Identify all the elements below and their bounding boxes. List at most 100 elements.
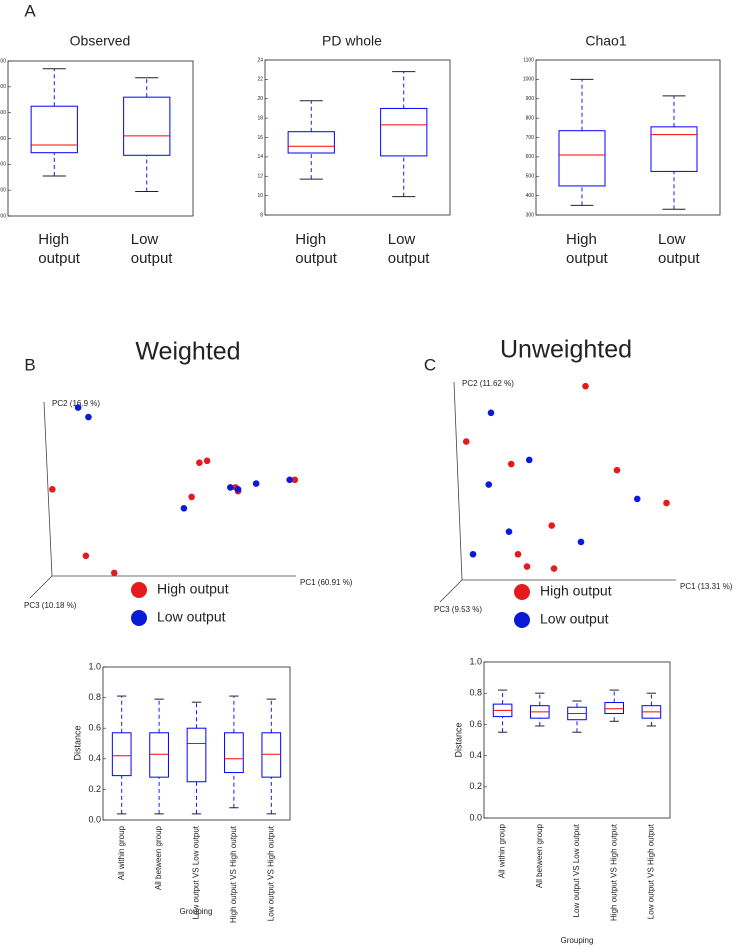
point (196, 459, 203, 467)
point (663, 499, 670, 507)
axis-pc3 (29, 575, 53, 599)
y-tick-label: 400 (526, 193, 535, 199)
point (469, 550, 477, 558)
y-tick-label: 22 (257, 77, 263, 83)
y-tick-label: 12 (257, 174, 263, 180)
point (582, 382, 589, 390)
box (604, 702, 625, 714)
point (85, 413, 92, 421)
y-tick-label: 300 (0, 162, 6, 168)
x-tick-label: High output (566, 231, 609, 267)
x-tick-label: Low output (131, 231, 174, 267)
y-tick-label: 16 (257, 135, 263, 141)
x-axis-label: PC1 (60.91 %) (300, 578, 353, 587)
x-tick-label: Low output VS Low output (572, 823, 581, 917)
box (186, 727, 207, 783)
legend-marker (131, 610, 147, 626)
point (462, 438, 470, 445)
point (227, 484, 234, 491)
x-tick-label: All within group (117, 825, 126, 880)
box (149, 732, 169, 778)
plot-frame (483, 661, 671, 819)
legend-label: High output (157, 581, 229, 597)
plot-frame (535, 59, 721, 216)
plot-frame (102, 666, 291, 821)
y-tick-label: 0.2 (469, 781, 482, 791)
point (286, 476, 293, 484)
y-tick-label: 700 (526, 135, 535, 141)
point (577, 538, 585, 546)
point (550, 565, 558, 572)
x-tick-label: Low output (658, 231, 701, 267)
x-tick-label: High output (38, 231, 81, 267)
x-tick-label: High output (295, 231, 338, 267)
point (234, 486, 242, 493)
y-tick-label: 1100 (523, 57, 534, 63)
y-tick-label: 0.8 (469, 688, 482, 698)
plot-frame (7, 60, 194, 217)
y-tick-label: 400 (0, 136, 6, 142)
axis-pc2 (453, 381, 463, 581)
box (224, 732, 244, 774)
box (650, 126, 698, 172)
box (558, 130, 606, 187)
y-tick-label: 14 (257, 154, 263, 160)
z-axis-label: PC3 (9.53 %) (434, 605, 482, 614)
point (188, 493, 195, 501)
panel-label: C (424, 355, 436, 374)
y-tick-label: 200 (0, 187, 6, 193)
y-tick-label: 20 (257, 96, 263, 102)
x-tick-label: All between group (535, 823, 544, 888)
legend-label: High output (540, 583, 612, 599)
point (507, 460, 515, 468)
x-tick-label: High output VS High output (609, 823, 618, 921)
point (252, 480, 260, 487)
panel-label: B (24, 355, 35, 374)
point (291, 476, 299, 484)
x-axis-label: Grouping (180, 907, 213, 916)
point (525, 456, 533, 464)
y-tick-label: 0.2 (88, 784, 101, 794)
chart-title: Weighted (135, 338, 240, 366)
y-tick-label: 24 (257, 57, 263, 63)
point (110, 569, 118, 577)
point (82, 552, 90, 560)
z-axis-label: PC3 (10.18 %) (24, 601, 77, 610)
y-tick-label: 18 (257, 115, 263, 121)
chart-title: Chao1 (585, 33, 626, 49)
x-tick-label: High output VS High output (229, 825, 238, 923)
point (203, 457, 211, 465)
chart-title: PD whole (322, 33, 382, 49)
point (180, 505, 188, 512)
y-tick-label: 0.4 (88, 753, 101, 763)
box (287, 131, 335, 154)
y-tick-label: 800 (526, 115, 535, 121)
y-tick-label: 600 (526, 154, 535, 160)
x-tick-label: Low output VS Low output (192, 825, 201, 919)
plot-frame (264, 59, 451, 216)
y-tick-label: 0.6 (469, 719, 482, 729)
x-axis-label: Grouping (561, 936, 594, 945)
point (485, 481, 493, 488)
x-tick-label: All between group (154, 825, 163, 890)
box (123, 96, 171, 156)
box (261, 732, 282, 778)
y-tick-label: 300 (526, 212, 535, 218)
point (49, 486, 56, 493)
legend-marker (514, 612, 530, 628)
legend-label: Low output (157, 609, 226, 625)
x-tick-label: All within group (498, 823, 507, 878)
box (380, 107, 428, 157)
y-tick-label: 0.8 (88, 692, 101, 702)
legend-marker (514, 584, 530, 600)
y-tick-label: 8 (260, 212, 263, 218)
y-tick-label: 1.0 (469, 656, 482, 666)
point (548, 522, 556, 529)
legend-marker (131, 582, 147, 598)
point (613, 466, 621, 474)
y-tick-label: 600 (0, 84, 6, 90)
y-tick-label: 100 (0, 213, 6, 219)
y-tick-label: 1.0 (88, 661, 101, 671)
axis-pc3 (439, 579, 463, 603)
point (523, 563, 531, 570)
